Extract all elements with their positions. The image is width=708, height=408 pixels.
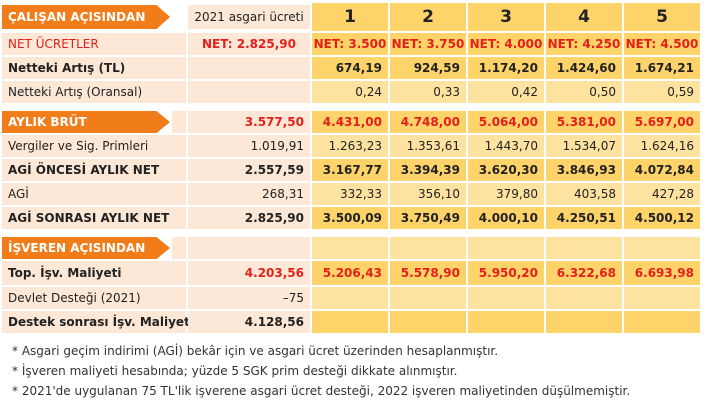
base-cell: 3.577,50 xyxy=(188,111,310,133)
base-cell: 4.203,56 xyxy=(188,261,310,285)
footnote: * İşveren maliyeti hesabında; yüzde 5 SG… xyxy=(12,364,458,378)
value-cell: 674,19 xyxy=(312,57,388,79)
value-cell: NET: 3.500 xyxy=(312,33,388,55)
value-cell: 1.443,70 xyxy=(468,135,544,157)
value-cell xyxy=(546,287,622,309)
value-cell: 0,33 xyxy=(390,81,466,103)
value-cell: 5.950,20 xyxy=(468,261,544,285)
value-cell: 0,50 xyxy=(546,81,622,103)
value-cell: 4.072,84 xyxy=(624,159,700,181)
column-header: 3 xyxy=(468,3,544,31)
value-cell: 0,42 xyxy=(468,81,544,103)
value-cell: 3.500,09 xyxy=(312,207,388,229)
value-cell: 403,58 xyxy=(546,183,622,205)
row-label: İŞVEREN AÇISINDAN xyxy=(2,237,170,259)
value-cell: 4.500,12 xyxy=(624,207,700,229)
value-cell xyxy=(624,287,700,309)
value-cell: 6.693,98 xyxy=(624,261,700,285)
base-cell: 1.019,91 xyxy=(188,135,310,157)
value-cell: 0,24 xyxy=(312,81,388,103)
base-cell: 2.825,90 xyxy=(188,207,310,229)
value-cell xyxy=(390,287,466,309)
value-cell: 924,59 xyxy=(390,57,466,79)
value-cell: 4.431,00 xyxy=(312,111,388,133)
value-cell: NET: 4.500 xyxy=(624,33,700,55)
row-label: AGİ xyxy=(2,183,186,205)
column-header: 4 xyxy=(546,3,622,31)
value-cell: 1.174,20 xyxy=(468,57,544,79)
base-cell xyxy=(188,237,310,259)
value-cell: 6.322,68 xyxy=(546,261,622,285)
value-cell: 3.620,30 xyxy=(468,159,544,181)
value-cell xyxy=(390,237,466,259)
value-cell: 1.263,23 xyxy=(312,135,388,157)
base-cell: NET: 2.825,90 xyxy=(188,33,310,55)
value-cell: 1.353,61 xyxy=(390,135,466,157)
column-header: 1 xyxy=(312,3,388,31)
value-cell: NET: 3.750 xyxy=(390,33,466,55)
row-label: Netteki Artış (TL) xyxy=(2,57,186,79)
value-cell: 1.674,21 xyxy=(624,57,700,79)
value-cell: 379,80 xyxy=(468,183,544,205)
value-cell: 332,33 xyxy=(312,183,388,205)
value-cell: 356,10 xyxy=(390,183,466,205)
value-cell: 5.697,00 xyxy=(624,111,700,133)
value-cell xyxy=(624,237,700,259)
row-label: AGİ SONRASI AYLIK NET xyxy=(2,207,186,229)
value-cell: 4.000,10 xyxy=(468,207,544,229)
value-cell xyxy=(468,311,544,333)
value-cell xyxy=(312,311,388,333)
value-cell xyxy=(468,237,544,259)
value-cell: 5.578,90 xyxy=(390,261,466,285)
value-cell: NET: 4.000 xyxy=(468,33,544,55)
base-cell: 4.128,56 xyxy=(188,311,310,333)
value-cell: 0,59 xyxy=(624,81,700,103)
row-label: AGİ ÖNCESİ AYLIK NET xyxy=(2,159,186,181)
row-label: Vergiler ve Sig. Primleri xyxy=(2,135,186,157)
value-cell xyxy=(624,311,700,333)
value-cell: 427,28 xyxy=(624,183,700,205)
value-cell: 1.534,07 xyxy=(546,135,622,157)
base-column-header: 2021 asgari ücreti xyxy=(188,5,310,29)
value-cell xyxy=(468,287,544,309)
value-cell: 3.394,39 xyxy=(390,159,466,181)
value-cell xyxy=(546,311,622,333)
value-cell: 3.846,93 xyxy=(546,159,622,181)
column-header: 5 xyxy=(624,3,700,31)
footnote: * Asgari geçim indirimi (AGİ) bekâr için… xyxy=(12,344,499,358)
row-label-bg xyxy=(172,111,186,133)
value-cell: 4.250,51 xyxy=(546,207,622,229)
value-cell xyxy=(546,237,622,259)
row-label: Devlet Desteği (2021) xyxy=(2,287,186,309)
value-cell: 4.748,00 xyxy=(390,111,466,133)
value-cell xyxy=(390,311,466,333)
base-cell xyxy=(188,81,310,103)
base-cell xyxy=(188,57,310,79)
column-header: 2 xyxy=(390,3,466,31)
footnote: * 2021'de uygulanan 75 TL'lik işverene a… xyxy=(12,384,631,398)
row-label: AYLIK BRÜT xyxy=(2,111,170,133)
base-cell: –75 xyxy=(188,287,310,309)
row-label: Destek sonrası İşv. Maliyeti xyxy=(2,311,194,333)
value-cell: 3.167,77 xyxy=(312,159,388,181)
value-cell xyxy=(312,287,388,309)
base-cell: 268,31 xyxy=(188,183,310,205)
value-cell: 1.424,60 xyxy=(546,57,622,79)
section-title: ÇALIŞAN AÇISINDAN xyxy=(2,5,170,29)
value-cell: 5.381,00 xyxy=(546,111,622,133)
row-label-bg xyxy=(172,237,186,259)
value-cell xyxy=(312,237,388,259)
row-label: Top. İşv. Maliyeti xyxy=(2,261,186,285)
value-cell: 1.624,16 xyxy=(624,135,700,157)
row-label: Netteki Artış (Oransal) xyxy=(2,81,186,103)
value-cell: NET: 4.250 xyxy=(546,33,622,55)
value-cell: 5.064,00 xyxy=(468,111,544,133)
row-label: NET ÜCRETLER xyxy=(2,33,186,55)
value-cell: 3.750,49 xyxy=(390,207,466,229)
value-cell: 5.206,43 xyxy=(312,261,388,285)
base-cell: 2.557,59 xyxy=(188,159,310,181)
